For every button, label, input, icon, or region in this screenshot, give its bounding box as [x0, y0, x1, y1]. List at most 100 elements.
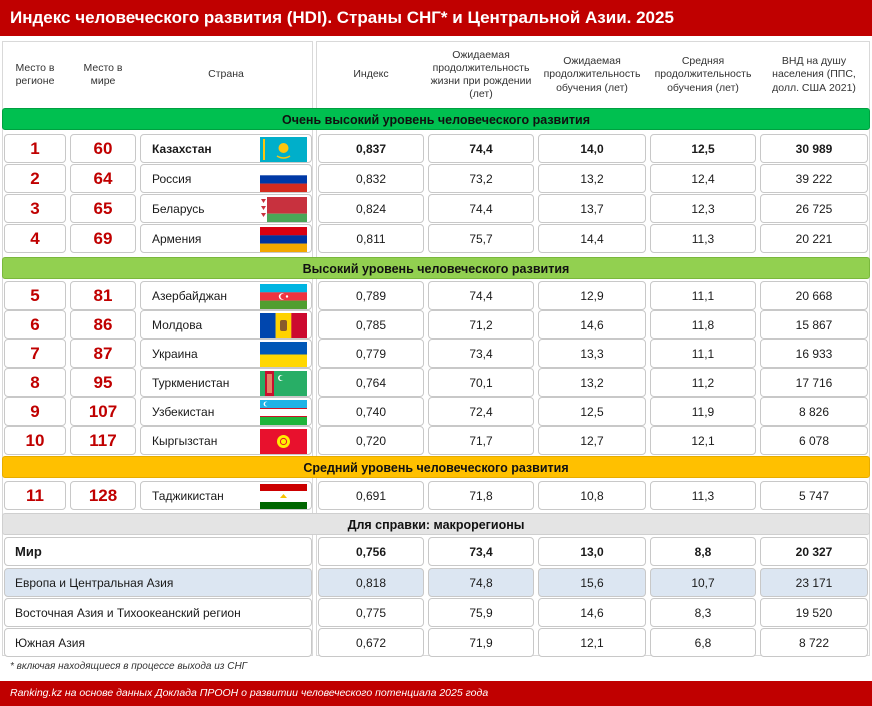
index-value: 0,756 — [318, 537, 424, 566]
expected-schooling-value: 13,2 — [538, 164, 646, 193]
turkmenistan-flag — [260, 371, 307, 396]
life-expectancy-value: 74,4 — [428, 194, 534, 223]
gni-value: 26 725 — [760, 194, 868, 223]
expected-schooling-value: 13,7 — [538, 194, 646, 223]
footnote: * включая находящиеся в процессе выхода … — [10, 661, 248, 672]
expected-schooling-value: 12,5 — [538, 397, 646, 426]
world-rank: 64 — [70, 164, 136, 193]
country-name: Украина — [152, 346, 198, 361]
life-expectancy-value: 71,9 — [428, 628, 534, 657]
gni-value: 17 716 — [760, 368, 868, 397]
mean-schooling-value: 12,3 — [650, 194, 756, 223]
header-index: Индекс — [353, 68, 389, 81]
azerbaijan-flag — [260, 284, 307, 309]
mean-schooling-value: 6,8 — [650, 628, 756, 657]
region-rank: 6 — [4, 310, 66, 339]
kyrgyzstan-flag — [260, 429, 307, 454]
region-name: Европа и Центральная Азия — [4, 568, 312, 597]
world-rank: 60 — [70, 134, 136, 163]
country-name: Таджикистан — [152, 488, 224, 503]
mean-schooling-value: 8,3 — [650, 598, 756, 627]
life-expectancy-value: 72,4 — [428, 397, 534, 426]
page-title: Индекс человеческого развития (HDI). Стр… — [0, 0, 872, 36]
gni-value: 20 221 — [760, 224, 868, 253]
russia-flag — [260, 167, 307, 192]
gni-value: 19 520 — [760, 598, 868, 627]
header-country: Страна — [208, 68, 244, 81]
country-cell: Беларусь — [140, 194, 312, 223]
life-expectancy-value: 74,4 — [428, 281, 534, 310]
world-rank: 69 — [70, 224, 136, 253]
country-name: Узбекистан — [152, 404, 215, 419]
header-place-region: Место в регионе — [15, 61, 55, 87]
world-rank: 65 — [70, 194, 136, 223]
source-footer: Ranking.kz на основе данных Доклада ПРОО… — [0, 681, 872, 706]
life-expectancy-value: 74,8 — [428, 568, 534, 597]
expected-schooling-value: 13,2 — [538, 368, 646, 397]
expected-schooling-value: 12,1 — [538, 628, 646, 657]
ukraine-flag — [260, 342, 307, 367]
life-expectancy-value: 71,7 — [428, 426, 534, 455]
mean-schooling-value: 8,8 — [650, 537, 756, 566]
mean-schooling-value: 11,2 — [650, 368, 756, 397]
region-rank: 5 — [4, 281, 66, 310]
mean-schooling-value: 12,5 — [650, 134, 756, 163]
header-place-world: Место в мире — [83, 61, 123, 87]
country-cell: Армения — [140, 224, 312, 253]
country-cell: Молдова — [140, 310, 312, 339]
index-value: 0,779 — [318, 339, 424, 368]
country-name: Казахстан — [152, 141, 212, 156]
armenia-flag — [260, 227, 307, 252]
index-value: 0,832 — [318, 164, 424, 193]
header-mean-schooling: Средняя продолжительность обучения (лет) — [654, 55, 752, 94]
index-value: 0,740 — [318, 397, 424, 426]
gni-value: 15 867 — [760, 310, 868, 339]
region-rank: 8 — [4, 368, 66, 397]
country-cell: Таджикистан — [140, 481, 312, 510]
mean-schooling-value: 12,1 — [650, 426, 756, 455]
expected-schooling-value: 12,7 — [538, 426, 646, 455]
life-expectancy-value: 71,2 — [428, 310, 534, 339]
expected-schooling-value: 15,6 — [538, 568, 646, 597]
mean-schooling-value: 11,3 — [650, 224, 756, 253]
region-rank: 10 — [4, 426, 66, 455]
country-name: Азербайджан — [152, 288, 228, 303]
gni-value: 20 327 — [760, 537, 868, 566]
life-expectancy-value: 73,2 — [428, 164, 534, 193]
country-name: Армения — [152, 231, 202, 246]
gni-value: 5 747 — [760, 481, 868, 510]
band-very-high: Очень высокий уровень человеческого разв… — [2, 108, 870, 130]
gni-value: 8 826 — [760, 397, 868, 426]
mean-schooling-value: 10,7 — [650, 568, 756, 597]
life-expectancy-value: 71,8 — [428, 481, 534, 510]
expected-schooling-value: 10,8 — [538, 481, 646, 510]
mean-schooling-value: 11,9 — [650, 397, 756, 426]
world-rank: 117 — [70, 426, 136, 455]
index-value: 0,775 — [318, 598, 424, 627]
life-expectancy-value: 70,1 — [428, 368, 534, 397]
index-value: 0,785 — [318, 310, 424, 339]
gni-value: 20 668 — [760, 281, 868, 310]
band-medium: Средний уровень человеческого развития — [2, 456, 870, 478]
country-cell: Азербайджан — [140, 281, 312, 310]
tajikistan-flag — [260, 484, 307, 509]
index-value: 0,824 — [318, 194, 424, 223]
belarus-flag — [260, 197, 307, 222]
gni-value: 16 933 — [760, 339, 868, 368]
region-rank: 4 — [4, 224, 66, 253]
world-rank: 86 — [70, 310, 136, 339]
band-high: Высокий уровень человеческого развития — [2, 257, 870, 279]
index-value: 0,818 — [318, 568, 424, 597]
region-rank: 1 — [4, 134, 66, 163]
life-expectancy-value: 75,9 — [428, 598, 534, 627]
moldova-flag — [260, 313, 307, 338]
expected-schooling-value: 14,4 — [538, 224, 646, 253]
country-cell: Украина — [140, 339, 312, 368]
country-name: Россия — [152, 171, 192, 186]
region-rank: 7 — [4, 339, 66, 368]
region-name: Южная Азия — [4, 628, 312, 657]
expected-schooling-value: 13,0 — [538, 537, 646, 566]
country-name: Туркменистан — [152, 375, 230, 390]
world-rank: 87 — [70, 339, 136, 368]
life-expectancy-value: 74,4 — [428, 134, 534, 163]
